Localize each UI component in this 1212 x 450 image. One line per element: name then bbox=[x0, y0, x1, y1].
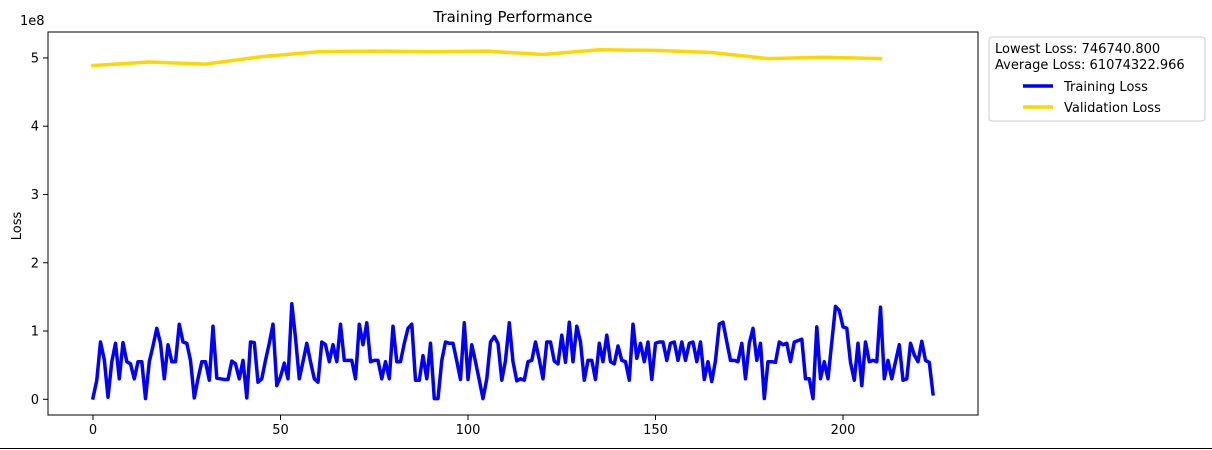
legend-label-training-loss: Training Loss bbox=[1063, 80, 1148, 95]
series-lines bbox=[90, 48, 935, 401]
y-axis-offset-label: 1e8 bbox=[20, 14, 45, 29]
training-loss-line bbox=[90, 301, 935, 401]
y-axis-label: Loss bbox=[10, 212, 25, 241]
x-tick-label: 150 bbox=[643, 423, 668, 438]
bottom-rule bbox=[0, 448, 1212, 449]
x-tick-label: 0 bbox=[89, 423, 97, 438]
legend-header-line: Lowest Loss: 746740.800 bbox=[995, 42, 1160, 57]
legend-label-validation-loss: Validation Loss bbox=[1064, 101, 1161, 116]
y-tick-label: 3 bbox=[31, 188, 39, 203]
x-tick-label: 200 bbox=[831, 423, 856, 438]
legend-box bbox=[988, 36, 1206, 122]
y-tick-label: 2 bbox=[31, 256, 39, 271]
legend-header-line: Average Loss: 61074322.966 bbox=[995, 58, 1185, 73]
x-tick-label: 50 bbox=[272, 423, 289, 438]
axes: 0 50 100 150 200 0 1 2 3 4 5 bbox=[31, 31, 979, 438]
x-tick-label: 100 bbox=[456, 423, 481, 438]
chart-title: Training Performance bbox=[432, 8, 592, 26]
y-tick-label: 1 bbox=[31, 325, 39, 340]
plot-frame bbox=[47, 31, 979, 416]
y-tick-label: 0 bbox=[31, 393, 39, 408]
validation-loss-line bbox=[91, 48, 883, 68]
y-tick-label: 4 bbox=[31, 120, 39, 135]
y-tick-label: 5 bbox=[31, 51, 39, 66]
